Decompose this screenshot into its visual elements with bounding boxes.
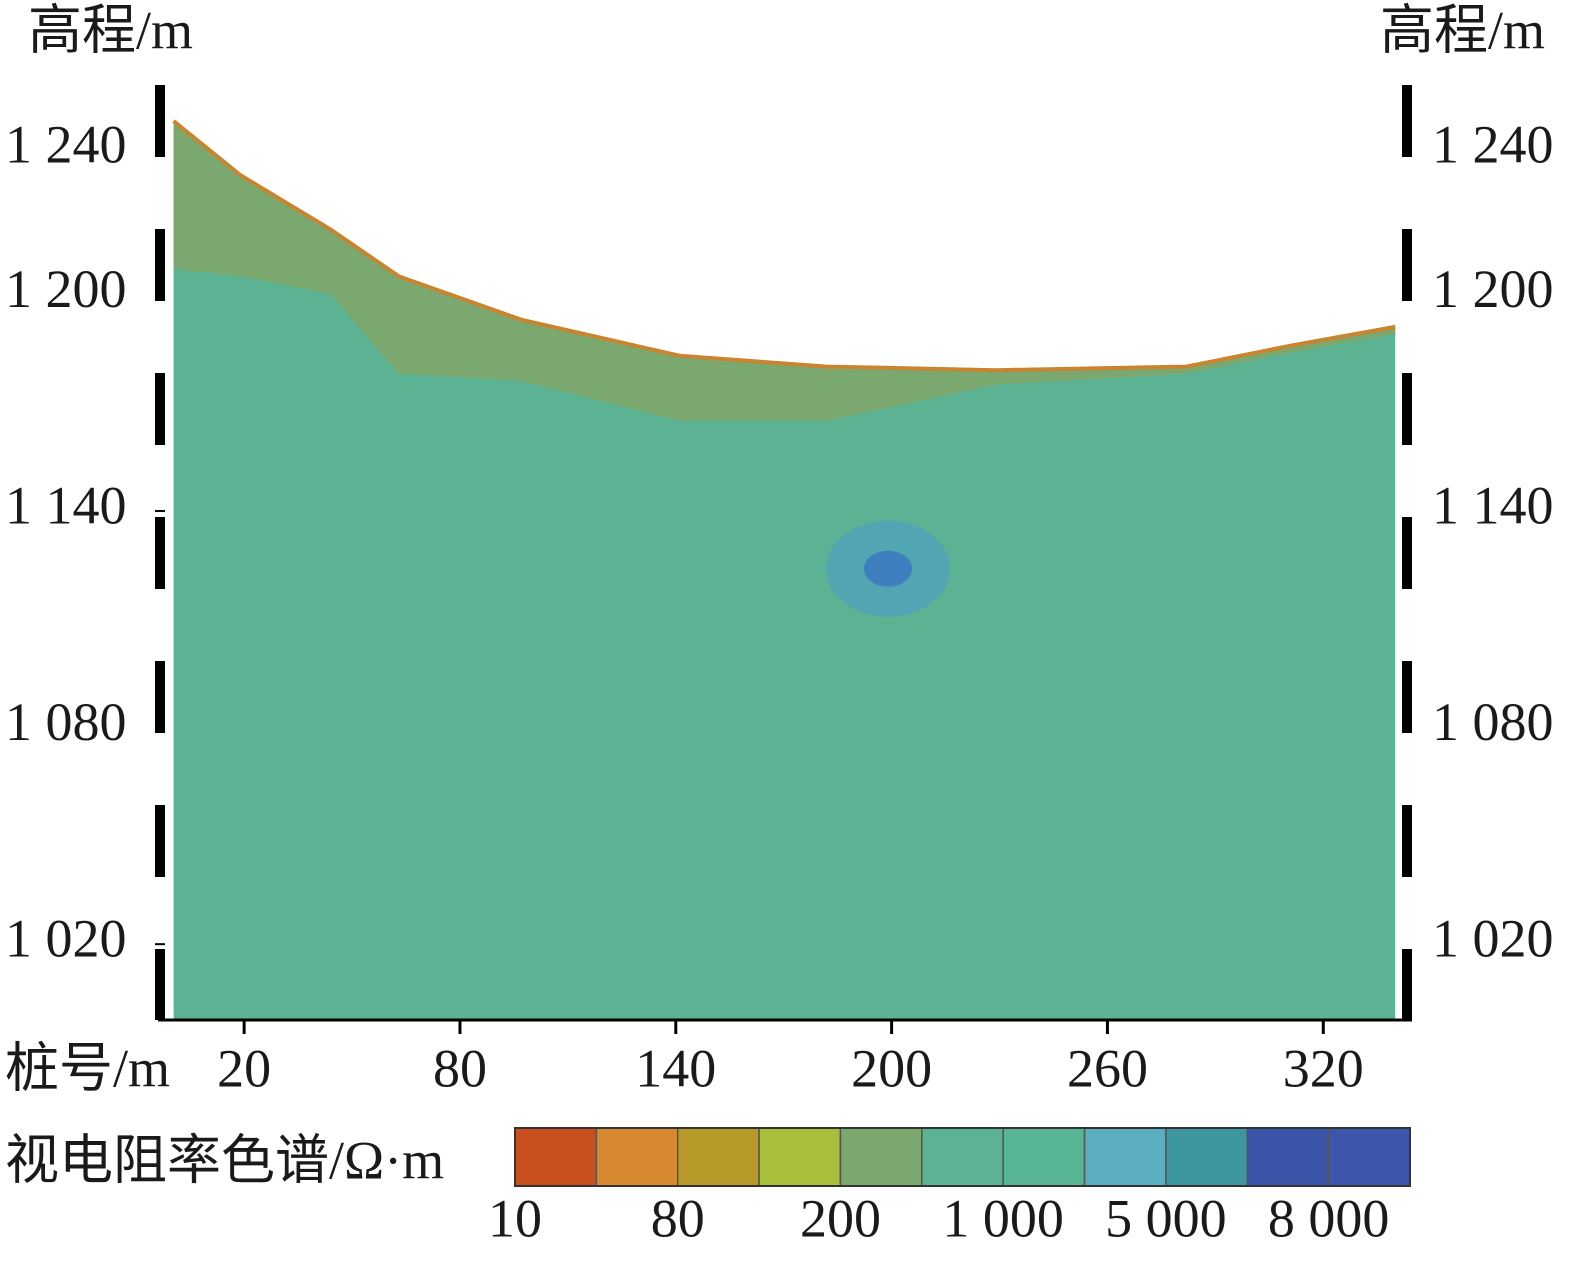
colorbar-swatch xyxy=(1165,1127,1249,1187)
x-tick-label: 140 xyxy=(635,1038,716,1098)
colorbar-swatch xyxy=(676,1127,760,1187)
x-tick-label: 260 xyxy=(1067,1038,1148,1098)
surface-line xyxy=(172,119,1396,373)
colorbar-tick-label: 10 xyxy=(488,1188,542,1248)
colorbar-swatch xyxy=(1083,1127,1167,1187)
colorbar-swatch xyxy=(514,1127,598,1187)
y-tick-label: 1 020 xyxy=(5,909,127,969)
colorbar-swatch xyxy=(1002,1127,1086,1187)
y-tick-label: 1 140 xyxy=(5,475,127,535)
y-tick-label-right: 1 200 xyxy=(1432,259,1554,319)
colorbar-swatch xyxy=(1246,1127,1330,1187)
upper-layer xyxy=(173,121,1396,421)
y-tick-label: 1 080 xyxy=(5,692,127,752)
y-tick-label: 1 240 xyxy=(5,114,127,174)
y-tick-label: 1 200 xyxy=(5,259,127,319)
colorbar-swatch xyxy=(758,1127,842,1187)
y-tick-label-right: 1 080 xyxy=(1432,692,1554,752)
y-axis-label-right: 高程/m xyxy=(1380,0,1545,60)
x-tick-label: 200 xyxy=(851,1038,932,1098)
y-tick-label-right: 1 020 xyxy=(1432,909,1554,969)
colorbar-swatch xyxy=(1327,1127,1411,1187)
x-axis-label: 桩号/m xyxy=(5,1038,170,1098)
colorbar-tick-label: 200 xyxy=(800,1188,881,1248)
x-tick-label: 80 xyxy=(433,1038,487,1098)
y-tick-label-right: 1 240 xyxy=(1432,114,1554,174)
colorbar-tick-label: 5 000 xyxy=(1105,1188,1227,1248)
colorbar-swatch xyxy=(921,1127,1004,1187)
y-axis-label: 高程/m xyxy=(28,0,193,60)
colorbar-label: 视电阻率色谱/Ω·m xyxy=(5,1130,444,1190)
colorbar-tick-label: 1 000 xyxy=(942,1188,1064,1248)
colorbar-tick-label: 80 xyxy=(651,1188,705,1248)
colorbar-tick-label: 8 000 xyxy=(1268,1188,1390,1248)
x-tick-label: 320 xyxy=(1283,1038,1364,1098)
x-tick-label: 20 xyxy=(217,1038,271,1098)
y-tick-label-right: 1 140 xyxy=(1432,475,1554,535)
anomaly-core xyxy=(864,550,913,587)
colorbar-frame xyxy=(514,1127,1411,1187)
colorbar-swatch xyxy=(595,1127,679,1187)
colorbar-swatch xyxy=(839,1127,923,1187)
